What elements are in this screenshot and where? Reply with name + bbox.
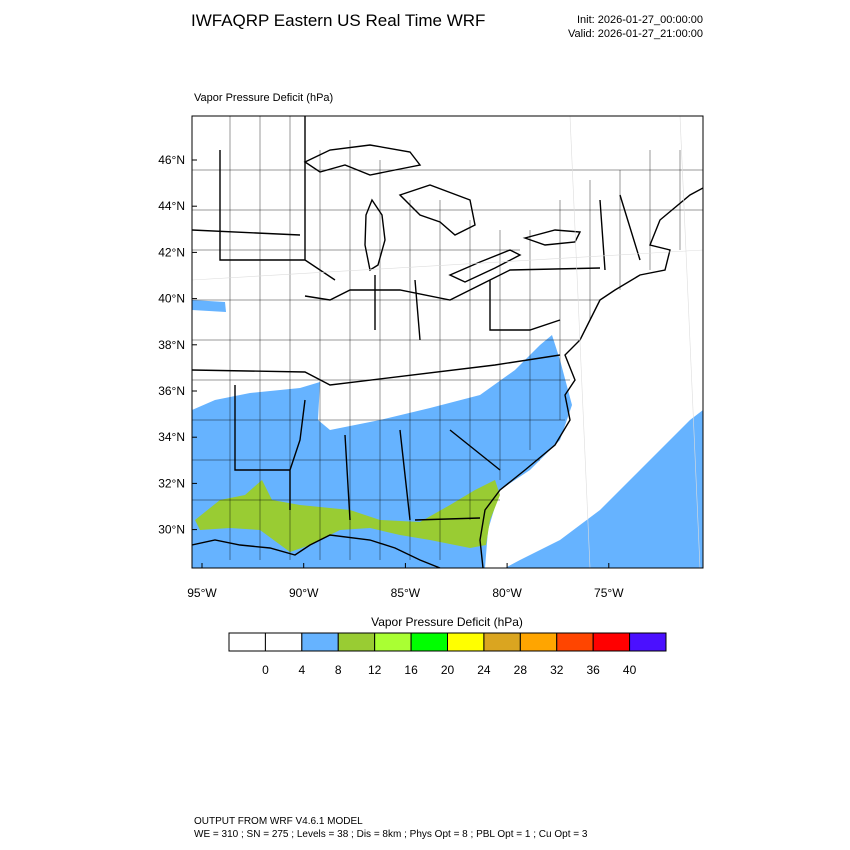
colorbar-box <box>592 632 631 652</box>
map-frame <box>191 115 704 569</box>
field-label: Vapor Pressure Deficit (hPa) <box>194 92 333 104</box>
colorbar-box <box>629 632 667 652</box>
colorbar-tick-label: 8 <box>335 663 342 677</box>
colorbar-box <box>264 632 303 652</box>
footer-line: WE = 310 ; SN = 275 ; Levels = 38 ; Dis … <box>194 829 588 840</box>
lon-label: 95°W <box>187 586 217 600</box>
colorbar-tick-label: 40 <box>623 663 637 677</box>
map-axes: 46°N 44°N 42°N 40°N 38°N 36°N 34°N 32°N 30°N 95°W… <box>158 153 624 600</box>
lake-michigan <box>364 198 386 272</box>
lon-label: 75°W <box>594 586 624 600</box>
colorbar-tick-label: 32 <box>550 663 564 677</box>
footer-line: OUTPUT FROM WRF V4.6.1 MODEL <box>194 816 363 827</box>
lat-label: 36°N <box>158 384 185 398</box>
graticule <box>192 116 703 568</box>
county-borders <box>192 116 703 560</box>
shade-ocean <box>505 410 703 568</box>
lat-label: 32°N <box>158 476 185 490</box>
colorbar-box <box>483 632 521 652</box>
valid-time: Valid: 2026-01-27_21:00:00 <box>568 28 703 40</box>
lon-label: 85°W <box>391 586 421 600</box>
lat-label: 34°N <box>158 430 185 444</box>
colorbar-box <box>410 632 449 652</box>
gulf-coast <box>192 534 441 568</box>
lon-label: 90°W <box>289 586 319 600</box>
colorbar-tick-label: 36 <box>586 663 600 677</box>
init-time: Init: 2026-01-27_00:00:00 <box>577 14 703 26</box>
colorbar-title: Vapor Pressure Deficit (hPa) <box>371 615 523 629</box>
colorbar-box <box>228 632 266 652</box>
colorbar-box <box>337 632 376 652</box>
lake-huron <box>398 184 476 236</box>
map <box>192 116 703 568</box>
colorbar-tick-label: 28 <box>514 663 528 677</box>
colorbar-tick-label: 20 <box>441 663 455 677</box>
shade-vpd-8-12 <box>195 480 500 552</box>
colorbar-tick-label: 4 <box>298 663 305 677</box>
colorbar-box <box>374 632 412 652</box>
title: IWFAQRP Eastern US Real Time WRF <box>191 11 485 30</box>
colorbar-box <box>556 632 594 652</box>
lat-label: 44°N <box>158 199 185 213</box>
lon-label: 80°W <box>492 586 522 600</box>
lat-label: 30°N <box>158 523 185 537</box>
colorbar-box <box>301 632 339 652</box>
lake-erie <box>448 249 522 283</box>
colorbar: 0 4 8 12 16 20 24 28 32 36 40 <box>228 632 667 677</box>
colorbar-tick-label: 24 <box>477 663 491 677</box>
shade-vpd-4-8 <box>192 300 226 312</box>
colorbar-tick-label: 16 <box>404 663 418 677</box>
colorbar-tick-label: 0 <box>262 663 269 677</box>
lat-label: 46°N <box>158 153 185 167</box>
lat-label: 38°N <box>158 338 185 352</box>
state-borders <box>192 116 641 521</box>
lake-ontario <box>522 229 582 246</box>
colorbar-tick-label: 12 <box>368 663 382 677</box>
lat-label: 40°N <box>158 292 185 306</box>
colorbar-box <box>519 632 558 652</box>
lat-label: 42°N <box>158 245 185 259</box>
colorbar-box <box>447 632 485 652</box>
